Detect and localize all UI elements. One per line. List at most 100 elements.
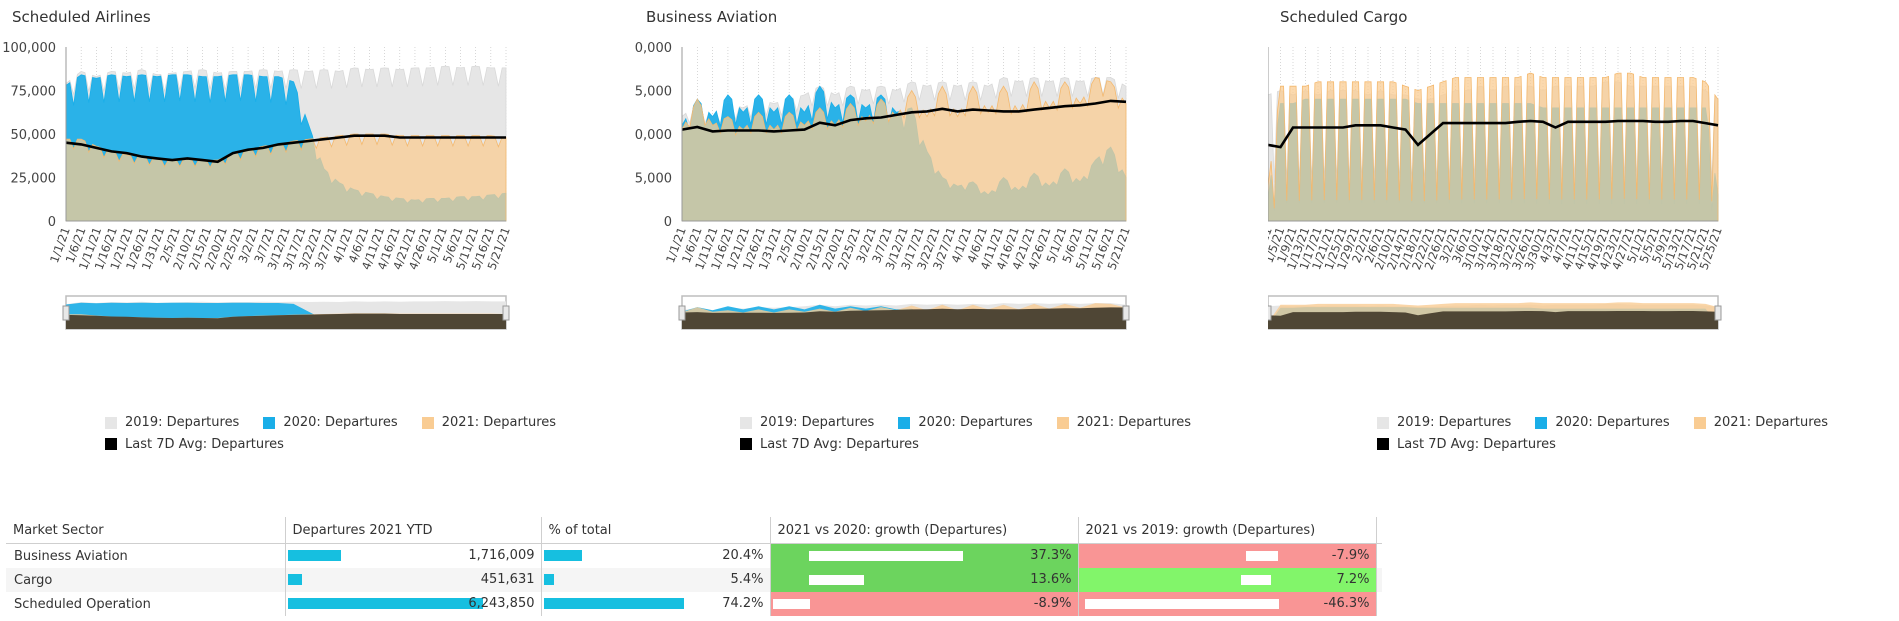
navigator-avg	[1268, 311, 1718, 329]
legend-swatch	[105, 416, 117, 429]
growth-text: -7.9%	[1331, 548, 1370, 563]
growth-text: -8.9%	[1033, 596, 1072, 611]
sector-label: Scheduled Operation	[14, 596, 151, 612]
table-row[interactable]: Business Aviation 1,716,009 20.4% 37.3% -7.9…	[6, 543, 1382, 569]
cell-percent-total: 5.4%	[540, 568, 770, 592]
header-departures[interactable]: Departures 2021 YTD	[284, 517, 541, 544]
series-avg-line	[65, 134, 506, 164]
table-header-row: Market Sector Departures 2021 YTD % of t…	[6, 517, 1382, 544]
chart-legend: 2019: Departures 2020: Departures 2021: De…	[740, 413, 1260, 456]
value-bar	[543, 550, 583, 561]
navigator-handle-left	[678, 305, 686, 321]
series-2021-area	[1268, 72, 1719, 222]
y-tick-label: 10,000	[634, 128, 672, 143]
chart-svg: 05,00010,00015,00020,0001/1/211/6/211/11…	[634, 41, 1133, 330]
legend-item-avg[interactable]: Last 7D Avg: Departures	[105, 435, 284, 454]
growth-bar	[1084, 599, 1279, 609]
navigator-handle-left	[1268, 305, 1272, 321]
legend-label: Last 7D Avg: Departures	[1397, 436, 1556, 452]
legend-swatch	[740, 438, 752, 450]
chart-svg: 025,00050,00075,000100,0001/1/211/6/211/…	[2, 41, 513, 330]
growth-bar	[1240, 575, 1271, 585]
y-tick-label: 0	[664, 215, 672, 230]
legend-item-2021[interactable]: 2021: Departures	[1693, 413, 1828, 432]
legend-item-2020[interactable]: 2020: Departures	[898, 413, 1033, 432]
legend-swatch	[740, 416, 752, 429]
value-text: 6,243,850	[468, 596, 535, 611]
cell-growth-2020: 13.6%	[769, 568, 1078, 592]
header-growth-2019[interactable]: 2021 vs 2019: growth (Departures)	[1077, 517, 1376, 544]
cell-sector: Business Aviation	[6, 544, 285, 569]
cell-departures: 451,631	[284, 568, 541, 592]
chart-title: Scheduled Cargo	[1280, 8, 1408, 26]
y-tick-label: 0	[48, 215, 56, 230]
y-tick-label: 50,000	[11, 128, 57, 143]
cell-sector: Cargo	[6, 568, 285, 592]
chart-title: Scheduled Airlines	[12, 8, 151, 26]
sector-label: Business Aviation	[14, 548, 128, 564]
cell-growth-2019: 7.2%	[1077, 568, 1376, 592]
series-avg-line	[1268, 119, 1719, 149]
growth-text: 37.3%	[1030, 548, 1072, 563]
cell-percent-total: 74.2%	[540, 592, 770, 616]
chart-legend: 2019: Departures 2020: Departures 2021: De…	[1377, 413, 1897, 456]
legend-label: Last 7D Avg: Departures	[125, 436, 284, 452]
value-bar	[287, 598, 483, 609]
table-row[interactable]: Cargo 451,631 5.4% 13.6% 7.2%	[6, 568, 1382, 592]
header-percent-total[interactable]: % of total	[540, 517, 770, 544]
navigator-handle-right	[1714, 305, 1722, 321]
value-text: 5.4%	[730, 572, 764, 587]
chart-legend: 2019: Departures 2020: Departures 2021: De…	[105, 413, 625, 456]
cell-growth-2020: 37.3%	[769, 543, 1078, 568]
growth-text: -46.3%	[1323, 596, 1370, 611]
legend-swatch	[105, 438, 117, 450]
cell-sector: Scheduled Operation	[6, 592, 285, 616]
legend-swatch	[421, 416, 434, 429]
legend-swatch	[1693, 416, 1706, 429]
growth-bar	[1245, 551, 1279, 561]
legend-item-2019[interactable]: 2019: Departures	[105, 413, 239, 432]
legend-item-2020[interactable]: 2020: Departures	[1535, 413, 1670, 432]
chart-panel-business-aviation: Business Aviation 0 5,000 10,000 15,000 20,0…	[634, 0, 1254, 460]
legend-item-2021[interactable]: 2021: Departures	[1056, 413, 1192, 432]
legend-swatch	[1056, 416, 1069, 429]
series-avg-line	[681, 99, 1127, 133]
range-navigator	[62, 295, 510, 330]
table-row[interactable]: Scheduled Operation 6,243,850 74.2% -8.9% -4…	[6, 592, 1382, 616]
header-market-sector[interactable]: Market Sector	[6, 517, 285, 544]
growth-bar	[808, 575, 865, 585]
value-text: 20.4%	[722, 548, 764, 563]
header-growth-2020[interactable]: 2021 vs 2020: growth (Departures)	[769, 517, 1078, 544]
legend-item-avg[interactable]: Last 7D Avg: Departures	[1377, 435, 1556, 454]
legend-item-2019[interactable]: 2019: Departures	[1377, 413, 1511, 432]
legend-item-2020[interactable]: 2020: Departures	[263, 413, 398, 432]
navigator-handle-left	[62, 305, 70, 321]
market-sector-table: Market Sector Departures 2021 YTD % of t…	[6, 517, 1382, 616]
legend-item-2019[interactable]: 2019: Departures	[740, 413, 874, 432]
growth-bar	[772, 599, 810, 609]
series-2021-area	[681, 77, 1127, 222]
legend-label: 2020: Departures	[1555, 415, 1670, 430]
navigator-handle-right	[1122, 305, 1130, 321]
legend-item-avg[interactable]: Last 7D Avg: Departures	[740, 435, 919, 454]
legend-swatch	[1377, 438, 1389, 450]
chart-svg: 1,0002,0003,0004,0005,0001/1/211/5/211/9…	[1268, 47, 1725, 330]
value-text: 74.2%	[722, 596, 764, 611]
cell-empty	[1375, 568, 1382, 592]
value-bar	[543, 598, 685, 609]
table-body: Business Aviation 1,716,009 20.4% 37.3% -7.9…	[6, 543, 1382, 616]
legend-label: 2020: Departures	[283, 415, 398, 430]
legend-item-2021[interactable]: 2021: Departures	[421, 413, 557, 432]
y-tick-label: 20,000	[634, 41, 672, 56]
legend-label: 2019: Departures	[125, 415, 240, 430]
cell-percent-total: 20.4%	[540, 543, 770, 568]
growth-bar	[808, 551, 963, 561]
legend-label: 2021: Departures	[1076, 415, 1192, 430]
value-bar	[543, 574, 554, 585]
legend-label: 2021: Departures	[441, 415, 557, 430]
cell-growth-2019: -7.9%	[1077, 543, 1376, 568]
cell-growth-2020: -8.9%	[769, 592, 1078, 616]
growth-text: 13.6%	[1030, 572, 1072, 587]
value-text: 1,716,009	[468, 548, 535, 563]
legend-swatch	[898, 416, 911, 429]
